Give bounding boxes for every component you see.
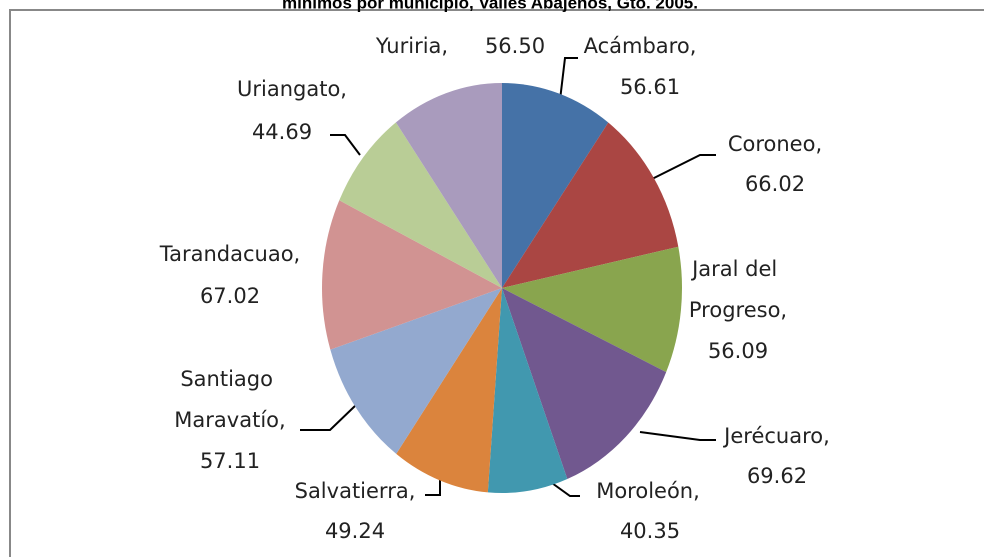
pie-slice [396,288,502,493]
slice-label: Santiago Maravatío, [174,367,285,432]
value-label: 49.24 [325,519,385,543]
pie-slice [339,122,502,289]
pie-slice [502,288,667,480]
slice-label: Jaral del Progreso, [689,257,787,322]
slice-label: Moroleón, [596,479,700,503]
slice-label: Uriangato, [237,77,347,101]
value-label: 56.09 [708,339,768,363]
slice-label: Jerécuaro, [722,424,830,448]
value-label: 56.61 [620,75,680,99]
value-label: 40.35 [620,519,680,543]
value-label: 57.11 [200,449,260,473]
leader-line [639,431,716,441]
slice-label: Coroneo, [728,132,822,156]
value-label: 44.69 [252,120,312,144]
value-label: 67.02 [200,284,260,308]
label-line: Progreso, [689,298,787,322]
leader-lines [300,57,716,497]
pie-slice [502,122,679,289]
slice-label: Tarandacuao, [159,242,300,266]
pie-slice [322,200,502,350]
value-label: 56.50 [485,34,545,58]
slice-label: Acámbaro, [584,34,697,58]
label-line: Maravatío, [174,408,285,432]
pie-slice [502,246,682,373]
pie-slice [395,83,502,288]
pie-slice [487,288,568,493]
leader-line [330,134,361,156]
chart-title: mínimos por municipio, Valles Abajeños, … [282,0,698,12]
label-line: Jaral del [690,257,784,281]
value-label: 66.02 [745,172,805,196]
value-label: 69.62 [747,464,807,488]
leader-line [425,480,441,496]
leader-line [559,57,578,101]
slice-label: Yuriria, [375,34,448,58]
leader-line [300,404,357,431]
pie [322,83,682,493]
leader-line [649,154,716,181]
slice-label: Salvatierra, [295,479,416,503]
pie-slice [330,288,502,454]
pie-slice [502,83,609,288]
label-line: Santiago [180,367,279,391]
